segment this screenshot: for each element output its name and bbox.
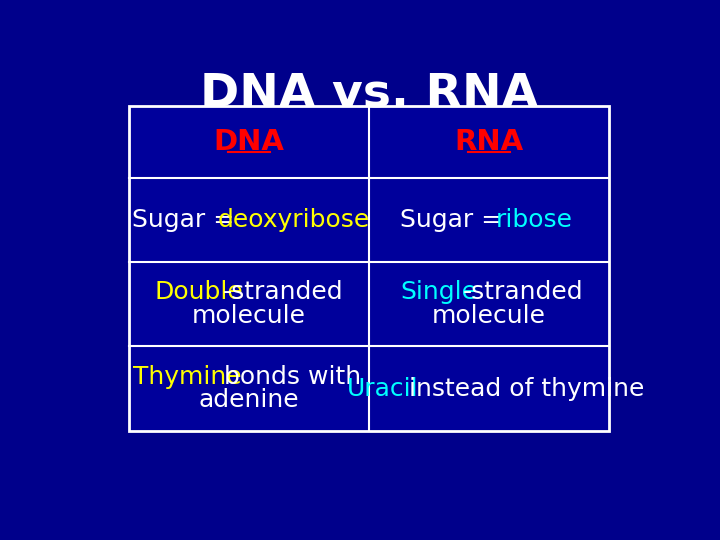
Bar [129, 106, 609, 431]
Text: deoxyribose: deoxyribose [218, 208, 370, 232]
Text: Sugar =: Sugar = [132, 208, 243, 232]
Text: molecule: molecule [432, 304, 546, 328]
Text: RNA: RNA [454, 128, 523, 156]
Text: molecule: molecule [192, 304, 306, 328]
Text: adenine: adenine [199, 388, 300, 413]
Text: Single: Single [400, 280, 477, 305]
Text: -stranded: -stranded [222, 280, 343, 305]
Text: Uracil: Uracil [346, 376, 418, 401]
Text: DNA: DNA [214, 128, 284, 156]
Text: ribose: ribose [495, 208, 572, 232]
Text: Double: Double [154, 280, 243, 305]
Text: Sugar =: Sugar = [400, 208, 510, 232]
Text: -stranded: -stranded [462, 280, 583, 305]
Text: DNA vs. RNA: DNA vs. RNA [200, 71, 538, 117]
Text: instead of thymine: instead of thymine [401, 376, 644, 401]
Text: Thymine: Thymine [133, 365, 241, 389]
Text: bonds with: bonds with [216, 365, 361, 389]
